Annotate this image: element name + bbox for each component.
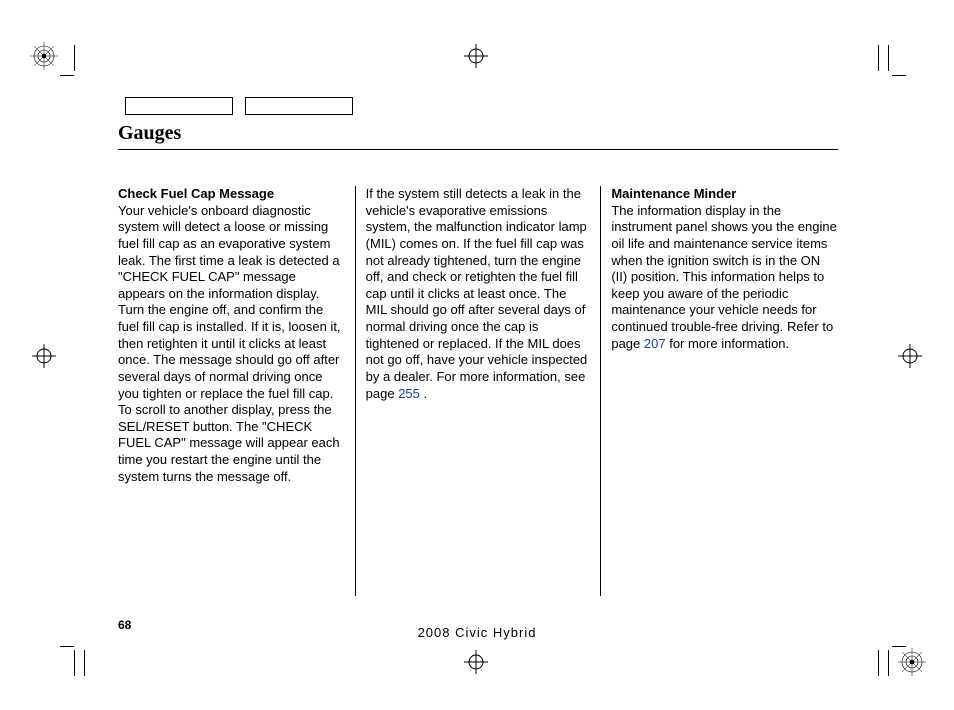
column-separator-2 (600, 186, 601, 596)
page: Gauges Check Fuel Cap Message Your vehic… (0, 0, 954, 710)
page-link-255[interactable]: 255 (398, 386, 420, 401)
columns: Check Fuel Cap Message Your vehicle's on… (118, 186, 838, 596)
header-placeholder-box-2 (245, 97, 353, 115)
column-separator-1 (355, 186, 356, 596)
section-title: Gauges (118, 122, 838, 145)
column-1: Check Fuel Cap Message Your vehicle's on… (118, 186, 345, 596)
column-2: If the system still detects a leak in th… (366, 186, 591, 596)
content-area: Gauges Check Fuel Cap Message Your vehic… (118, 122, 838, 596)
crop-mark-top-right (870, 45, 900, 75)
registration-mark-top-left (30, 42, 58, 70)
col1-body: Your vehicle's onboard diagnostic system… (118, 203, 341, 484)
crop-mark-bottom-right (870, 646, 900, 676)
col2-body-after: . (420, 386, 427, 401)
col3-body-before: The information display in the instrumen… (611, 203, 836, 351)
col3-body-after: for more information. (666, 336, 790, 351)
col3-heading: Maintenance Minder (611, 186, 736, 201)
header-placeholder-box-1 (125, 97, 233, 115)
section-rule (118, 149, 838, 150)
column-3: Maintenance Minder The information displ… (611, 186, 838, 596)
registration-mark-top-center (464, 44, 488, 68)
col2-body-before: If the system still detects a leak in th… (366, 186, 588, 401)
registration-mark-bottom-center (464, 650, 488, 674)
registration-mark-bottom-right (898, 648, 926, 676)
registration-mark-mid-left (32, 344, 56, 368)
crop-mark-top-left (60, 45, 90, 75)
footer-doc-title: 2008 Civic Hybrid (0, 625, 954, 640)
page-link-207[interactable]: 207 (644, 336, 666, 351)
crop-mark-bottom-left (60, 646, 90, 676)
registration-mark-mid-right (898, 344, 922, 368)
col1-heading: Check Fuel Cap Message (118, 186, 274, 201)
